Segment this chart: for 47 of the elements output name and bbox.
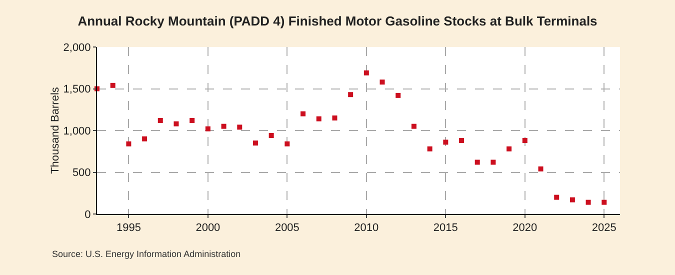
x-tick-label: 2025 <box>592 222 616 234</box>
point <box>490 160 496 165</box>
point <box>300 111 306 116</box>
y-tick-label: 0 <box>84 208 91 221</box>
x-tick-label: 1995 <box>116 222 141 234</box>
point <box>602 200 607 205</box>
point <box>174 121 179 126</box>
point <box>506 146 512 152</box>
point <box>348 92 354 98</box>
point <box>411 124 416 129</box>
point <box>268 133 274 138</box>
point <box>221 124 226 129</box>
point <box>427 146 432 152</box>
point <box>474 160 480 165</box>
point <box>332 115 338 120</box>
y-tick-label: 500 <box>72 167 91 180</box>
point <box>142 136 148 142</box>
point <box>443 140 448 145</box>
point <box>252 140 258 146</box>
y-tick-label: 1,500 <box>63 84 91 96</box>
point <box>522 138 528 144</box>
point <box>316 116 322 122</box>
point <box>554 194 560 200</box>
chart-title: Annual Rocky Mountain (PADD 4) Finished Motor Gasoline Stocks at Bulk Terminals <box>78 14 598 29</box>
x-tick-label: 2020 <box>512 222 538 234</box>
point <box>396 92 401 98</box>
point <box>364 70 369 76</box>
point <box>586 200 591 205</box>
x-tick-label: 2010 <box>354 222 379 234</box>
point <box>158 118 163 123</box>
point <box>570 197 575 202</box>
point <box>380 80 385 85</box>
source-note: Source: U.S. Energy Information Administration <box>52 249 241 259</box>
point <box>237 124 242 130</box>
x-tick-label: 2005 <box>274 222 300 234</box>
point <box>126 141 132 146</box>
x-tick-label: 2000 <box>196 222 220 234</box>
point <box>538 166 544 172</box>
y-tick-label: 1,000 <box>63 125 91 138</box>
y-tick-label: 2,000 <box>63 42 91 54</box>
point <box>190 118 195 123</box>
point <box>284 141 290 146</box>
y-axis-title: Thousand Barrels <box>49 86 62 174</box>
point <box>205 126 210 132</box>
point <box>459 138 464 144</box>
x-tick-label: 2015 <box>433 222 458 234</box>
point <box>110 82 116 88</box>
